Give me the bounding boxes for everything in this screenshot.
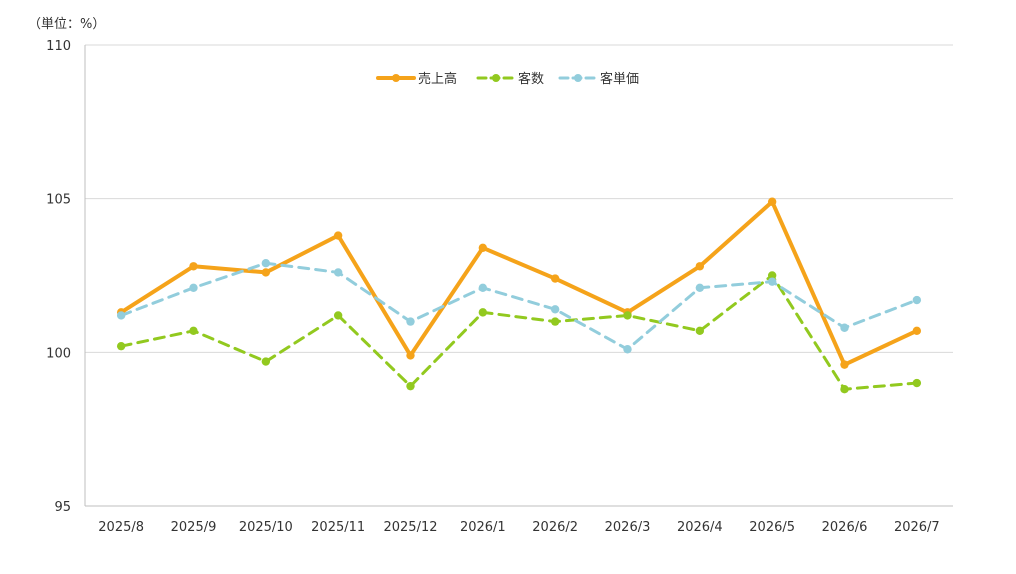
data-point [623,345,632,354]
data-point [840,385,849,394]
grid [85,44,953,353]
data-point [550,317,560,326]
x-tick-label: 2026/3 [605,520,651,535]
series-line [119,274,919,391]
data-point [116,311,126,320]
data-point [478,243,488,253]
data-point [550,305,560,314]
data-point [695,283,705,292]
data-point [695,326,705,336]
y-tick-label: 105 [46,193,71,208]
x-tick-label: 2025/9 [171,520,217,535]
legend-label: 客単価 [600,71,639,87]
legend-marker [574,74,582,82]
x-tick-label: 2026/6 [822,520,868,535]
x-tick-label: 2025/11 [311,520,365,535]
data-point [912,326,922,336]
y-tick-label: 95 [54,500,71,515]
data-point [333,268,343,277]
data-point [912,378,922,388]
data-point [333,311,343,320]
data-point [767,277,777,286]
data-point [478,308,488,317]
data-point [478,283,488,292]
data-point [261,268,271,277]
unit-label: （単位：%） [28,16,105,32]
x-tick-label: 2026/4 [677,520,723,535]
x-tick-label: 2025/10 [239,520,293,535]
legend-item: 売上高 [376,71,457,87]
legend: 売上高 客数 客単価 [376,71,639,87]
x-tick-label: 2026/1 [460,520,506,535]
x-tick-label: 2026/5 [749,520,795,535]
data-point [767,271,777,280]
legend-marker [492,74,500,82]
x-tick-label: 2026/2 [532,520,578,535]
data-point [623,311,632,320]
y-tick-label: 100 [46,346,71,361]
data-point [116,341,126,351]
legend-label: 売上高 [418,71,457,87]
data-point [189,262,198,271]
data-point [840,323,849,332]
data-point [261,259,271,268]
series-3 [116,259,922,354]
data-point [550,274,560,283]
series-1 [116,197,922,369]
data-point [840,360,849,369]
data-point [333,231,343,240]
x-tick-label: 2025/12 [383,520,437,535]
data-point [261,357,271,366]
series-line [119,261,919,351]
legend-item: 客単価 [558,71,639,87]
series-layer [116,197,922,394]
series-2 [116,271,922,394]
data-point [767,197,777,206]
legend-item: 客数 [476,71,544,87]
data-point [406,381,415,391]
data-point [406,317,415,326]
data-point [695,262,705,271]
data-point [406,351,415,360]
axes: 95 100 105 110 2025/8 2025/9 2025/10 2025/11 202… [46,39,953,535]
legend-marker [392,74,400,82]
data-point [189,283,198,292]
series-line [119,199,919,367]
data-point [912,295,922,305]
legend-label: 客数 [518,71,544,87]
x-tick-label: 2026/7 [894,520,940,535]
data-point [189,326,198,336]
x-tick-label: 2025/8 [98,520,144,535]
y-tick-label: 110 [46,39,71,54]
